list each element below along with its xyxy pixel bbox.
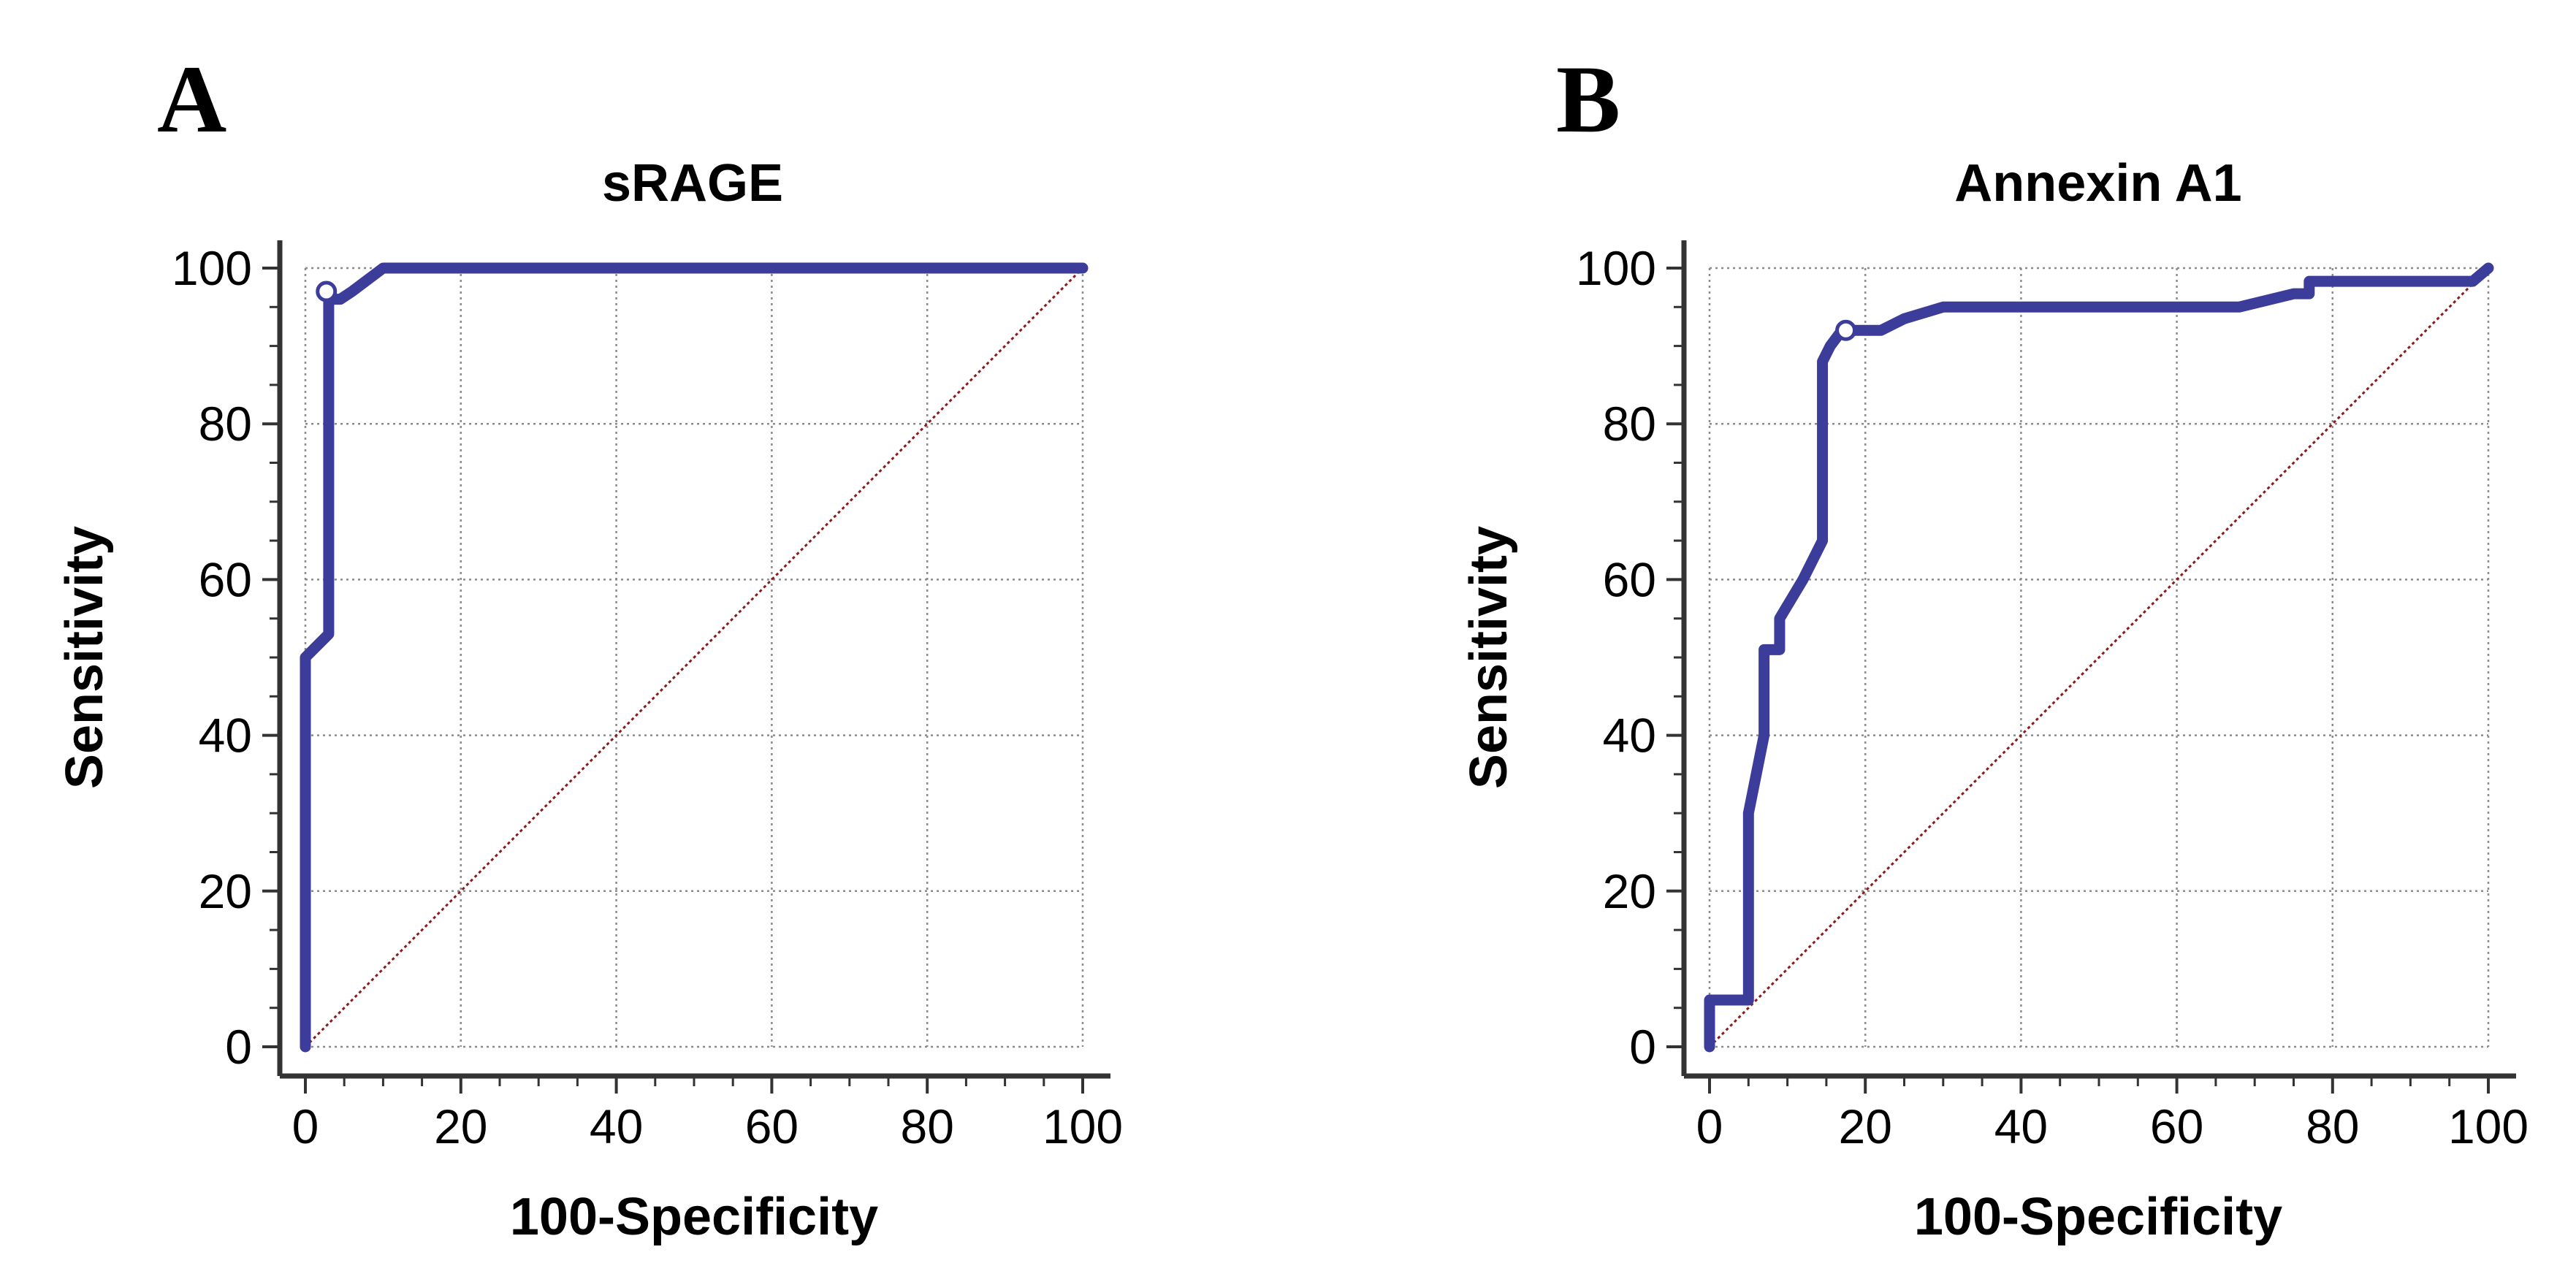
x-tick-label: 0: [1696, 1099, 1723, 1153]
x-axis-label: 100-Specificity: [1914, 1188, 2282, 1246]
chart-title: sRAGE: [602, 154, 783, 213]
y-axis-label: Sensitivity: [56, 526, 114, 789]
y-tick-label: 60: [199, 552, 252, 606]
y-axis-label: Sensitivity: [1460, 526, 1518, 789]
y-tick-label: 100: [1576, 241, 1656, 295]
panel-letter: B: [1556, 45, 1620, 153]
chart-title: Annexin A1: [1954, 154, 2241, 213]
panel-b: B Annexin A1 0 20 40 60 80 100 0 20 40 60 80 100 100-S…: [1460, 45, 2529, 1246]
x-tick-label: 100: [2448, 1099, 2529, 1153]
y-tick-label: 40: [199, 709, 252, 763]
x-tick-label: 40: [1994, 1099, 2048, 1153]
reference-line: [304, 267, 1084, 1048]
roc-curve: [300, 262, 1089, 1053]
x-tick-label: 40: [590, 1099, 643, 1153]
x-tick-label: 20: [434, 1099, 487, 1153]
x-tick-label: 80: [900, 1099, 953, 1153]
cutoff-point-marker: [316, 281, 338, 302]
y-tick-label: 20: [199, 864, 252, 918]
y-tick-label: 20: [1603, 864, 1656, 918]
cutoff-point-marker: [1835, 319, 1857, 341]
x-axis-label: 100-Specificity: [510, 1188, 878, 1246]
y-tick-label: 80: [1603, 397, 1656, 451]
x-tick-label: 60: [745, 1099, 799, 1153]
x-tick-label: 20: [1838, 1099, 1891, 1153]
panel-letter: A: [157, 45, 226, 153]
x-tick-label: 0: [292, 1099, 319, 1153]
y-tick-label: 80: [199, 397, 252, 451]
y-tick-label: 40: [1603, 709, 1656, 763]
y-tick-label: 0: [225, 1020, 252, 1074]
x-tick-label: 100: [1043, 1099, 1123, 1153]
x-tick-label: 80: [2306, 1099, 2359, 1153]
reference-line: [1708, 267, 2490, 1048]
y-tick-label: 100: [172, 241, 252, 295]
y-tick-label: 60: [1603, 552, 1656, 606]
x-tick-label: 60: [2150, 1099, 2203, 1153]
y-tick-label: 0: [1629, 1020, 1656, 1074]
